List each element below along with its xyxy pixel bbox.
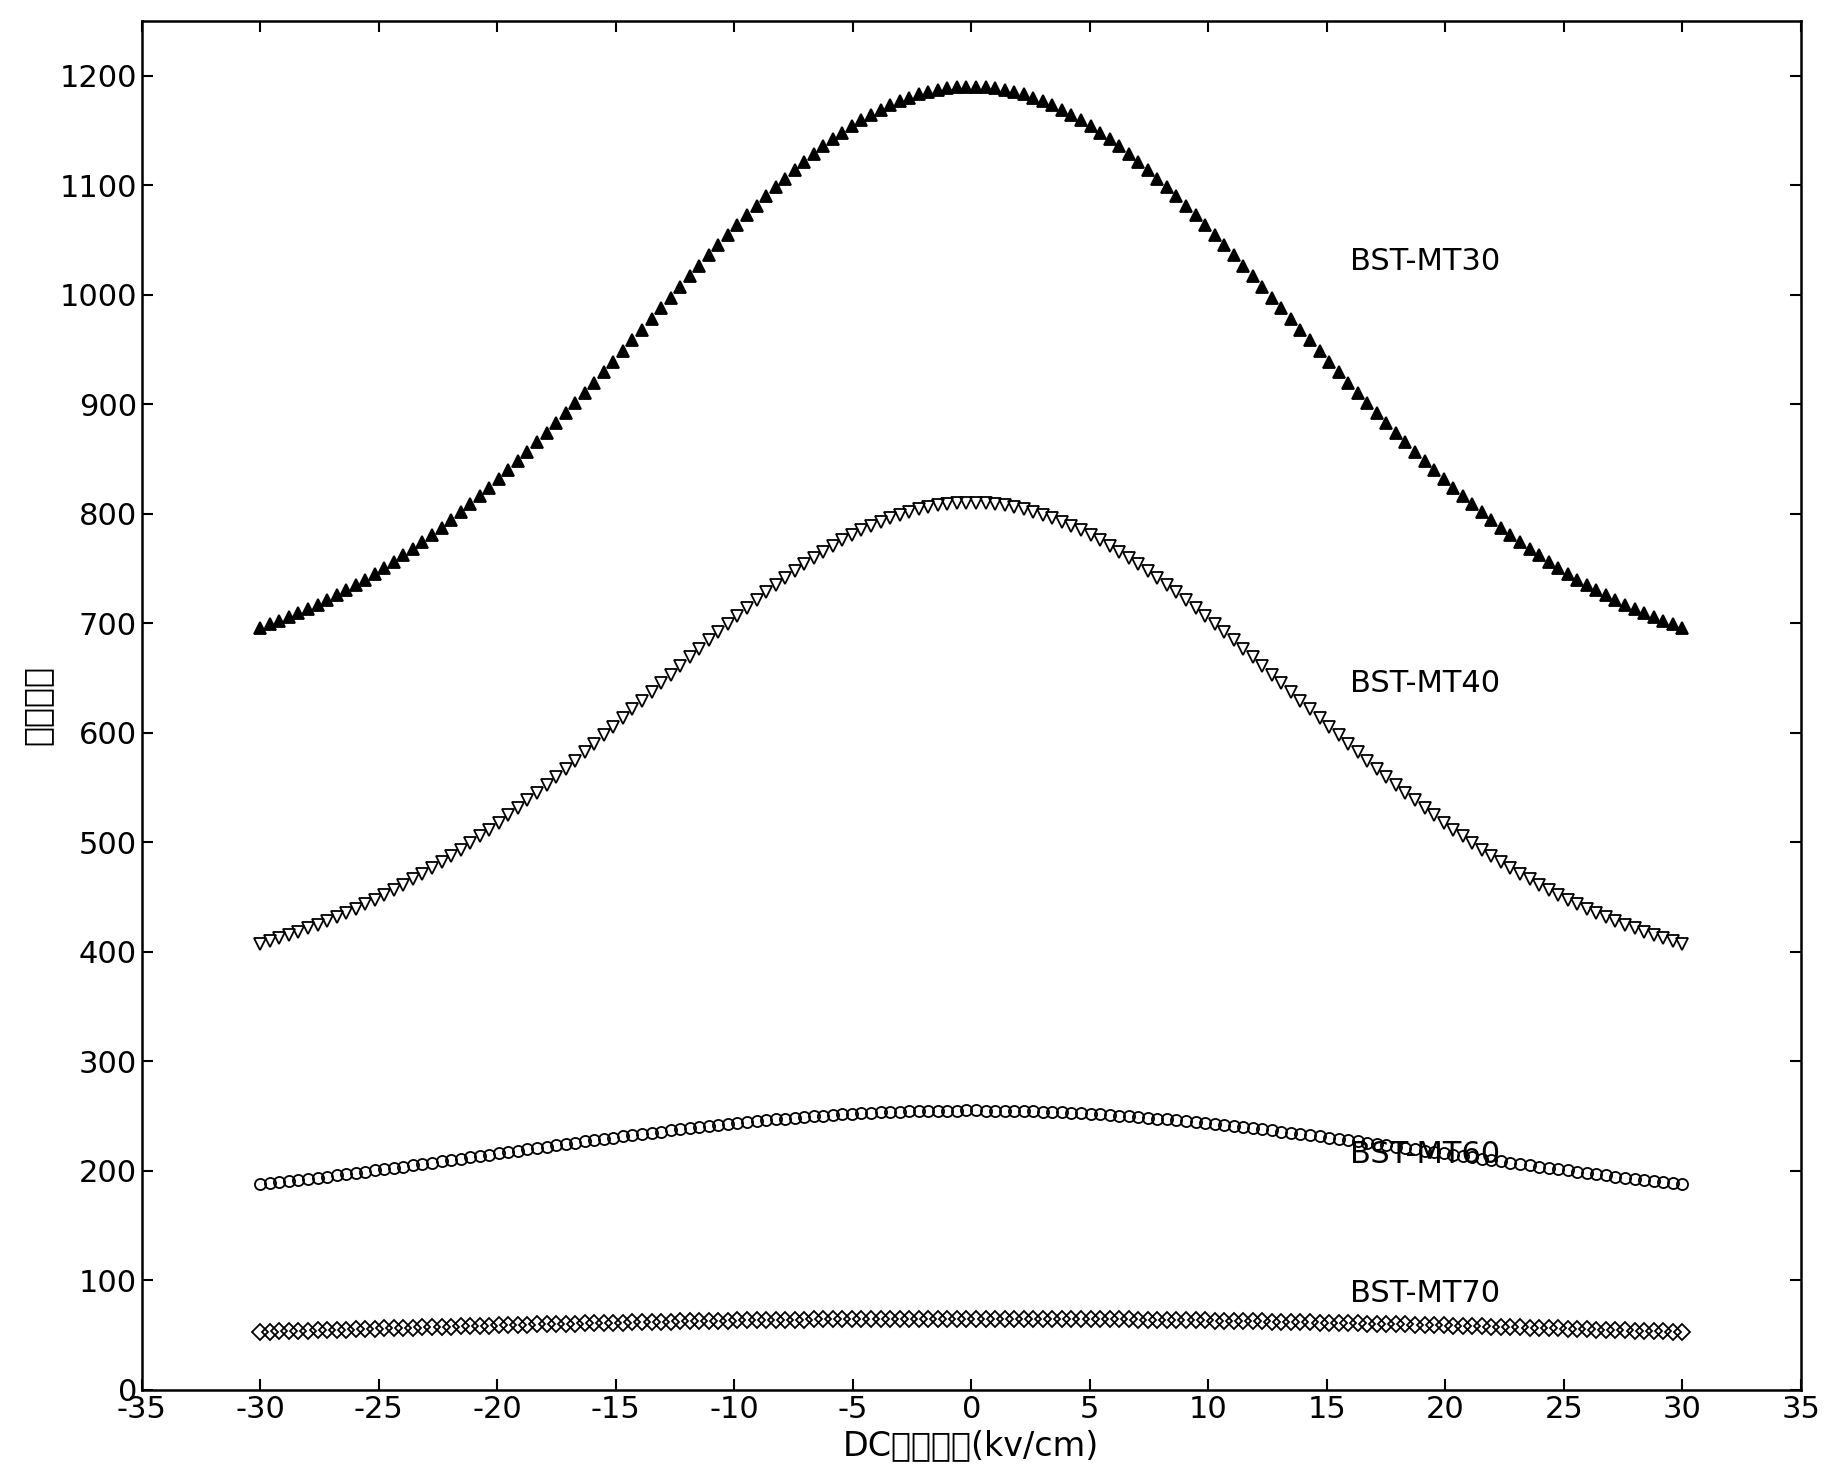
X-axis label: DC电场强度(kv/cm): DC电场强度(kv/cm) (843, 1430, 1099, 1462)
Y-axis label: 介电常数: 介电常数 (20, 666, 53, 746)
Text: BST-MT30: BST-MT30 (1351, 248, 1500, 276)
Text: BST-MT40: BST-MT40 (1351, 669, 1500, 698)
Text: BST-MT60: BST-MT60 (1351, 1140, 1500, 1169)
Text: BST-MT70: BST-MT70 (1351, 1278, 1500, 1308)
